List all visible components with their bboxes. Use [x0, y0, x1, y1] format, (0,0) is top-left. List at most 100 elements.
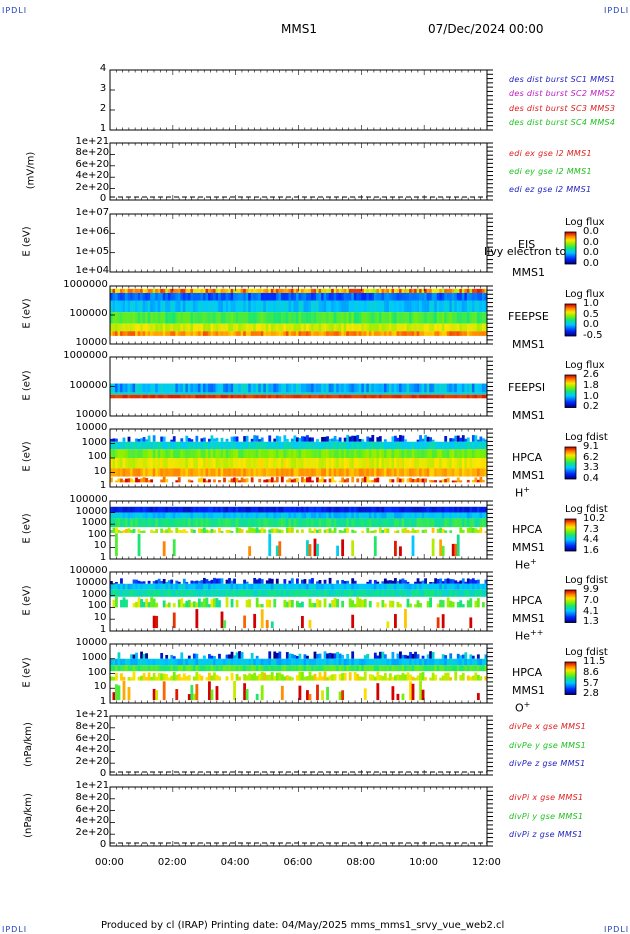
hpca_h-heatmap-cell	[230, 478, 234, 483]
hpca_o-heatmap-cell	[210, 655, 214, 659]
feepsi-heatmap-cell	[446, 383, 450, 393]
hpca_hepp-heatmap-cell	[260, 579, 264, 584]
feepse-heatmap-cell	[449, 300, 453, 313]
hpca_h-heatmap-cell	[135, 468, 138, 477]
hpca_h-heatmap-cell	[446, 449, 450, 458]
hpca_he-heatmap-cell	[424, 506, 427, 513]
hpca_h-heatmap-cell	[459, 480, 463, 483]
hpca_hepp-heatmap-cell	[424, 589, 427, 597]
hpca_o-heatmap-cell	[117, 665, 121, 672]
hpca_h-heatmap-cell	[225, 458, 229, 469]
hpca_o-heatmap-cell	[182, 658, 186, 666]
hpca_o-heatmap-cell	[243, 665, 247, 672]
feepsi-heatmap-cell	[142, 392, 146, 395]
hpca_hepp-heatmap-cell	[152, 598, 156, 608]
hpca_h-heatmap-cell	[366, 458, 370, 469]
hpca_he-heatmap-cell	[165, 512, 169, 519]
hpca_he-heatmap-cell	[205, 506, 209, 513]
hpca_he-heatmap-cell	[155, 528, 159, 533]
feepse-heatmap-cell	[313, 331, 317, 336]
feepse-heatmap-cell	[213, 331, 216, 336]
feepse-heatmap-cell	[476, 288, 480, 293]
feepse-heatmap-cell	[172, 331, 176, 336]
eis-colorbar-segment	[565, 249, 576, 251]
feepse-heatmap-cell	[361, 312, 365, 324]
hpca_h-heatmap-cell	[150, 458, 154, 469]
hpca_h-heatmap-cell	[228, 441, 231, 450]
feepse-heatmap-cell	[361, 292, 365, 301]
hpca_h-heatmap-cell	[258, 439, 262, 442]
feepsi-heatmap-cell	[162, 394, 166, 399]
hpca_o-heatmap-cell	[285, 665, 289, 672]
feepse-heatmap-cell	[238, 323, 241, 332]
hpca_he-heatmap-cell	[376, 506, 380, 513]
feepsi-heatmap-cell	[165, 392, 169, 395]
feepse-heatmap-cell	[248, 288, 252, 293]
feepsi-heatmap-cell	[117, 383, 121, 393]
hpca_h-heatmap-cell	[185, 435, 189, 442]
footer-credit: Produced by cl (IRAP) Printing date: 04/…	[101, 920, 505, 931]
hpca_he-colorbar-segment	[565, 527, 576, 529]
feepse-heatmap-cell	[180, 300, 184, 313]
feepsi-heatmap-cell	[220, 392, 224, 395]
hpca_he-heatmap-cell	[451, 512, 455, 519]
feepse-heatmap-cell	[338, 292, 342, 301]
hpca_o-heatmap-cell	[311, 665, 314, 672]
hpca_hepp-heatmap-cell	[150, 589, 154, 597]
hpca_h-heatmap-cell	[371, 449, 375, 458]
hpca_h-heatmap-cell	[368, 458, 372, 469]
hpca_h-heatmap-cell	[283, 441, 287, 450]
hpca_hepp-heatmap-cell	[431, 581, 435, 584]
feepsi-heatmap-cell	[383, 392, 387, 395]
feepse-heatmap-cell	[220, 292, 224, 301]
hpca_he-heatmap-cell	[313, 538, 317, 557]
hpca_h-heatmap-cell	[303, 441, 307, 450]
feepsi-heatmap-cell	[449, 394, 453, 399]
hpca_h-heatmap-cell	[353, 441, 357, 450]
hpca_hepp-heatmap-cell	[112, 589, 116, 597]
hpca_h-heatmap-cell	[446, 468, 450, 477]
hpca_h-heatmap-cell	[215, 437, 219, 442]
feepsi-colorbar-segment	[565, 382, 576, 384]
hpca_hepp-heatmap-cell	[414, 581, 417, 584]
feepse-heatmap-cell	[205, 288, 209, 293]
feepsi-heatmap-cell	[258, 392, 262, 395]
feepse-heatmap-cell	[298, 288, 302, 293]
hpca_he-heatmap-cell	[348, 518, 352, 528]
hpca_he-colorbar-segment	[565, 531, 576, 533]
hpca_he-heatmap-cell	[190, 512, 194, 519]
feepse-heatmap-cell	[142, 292, 146, 301]
hpca_hepp-heatmap-cell	[399, 583, 402, 590]
hpca_hepp-heatmap-cell	[404, 608, 407, 629]
hpca_h-heatmap-cell	[187, 441, 191, 450]
hpca_h-heatmap-cell	[383, 449, 387, 458]
hpca_h-heatmap-cell	[363, 476, 367, 483]
hpca_he-heatmap-cell	[202, 512, 206, 519]
hpca_o-heatmap-cell	[218, 658, 221, 666]
hpca_h-heatmap-cell	[481, 449, 485, 458]
feepsi-heatmap-cell	[177, 392, 181, 395]
hpca_he-heatmap-cell	[117, 506, 121, 513]
hpca_hepp-heatmap-cell	[396, 580, 400, 584]
hpca_o-heatmap-cell	[318, 665, 322, 672]
hpca_he-heatmap-cell	[228, 529, 231, 533]
hpca_h-heatmap-cell	[321, 458, 324, 469]
hpca_o-heatmap-cell	[228, 665, 231, 672]
hpca_h-heatmap-cell	[434, 449, 438, 458]
hpca_o-heatmap-cell	[328, 658, 332, 666]
feepse-heatmap-cell	[145, 292, 148, 301]
feepse-heatmap-cell	[368, 288, 372, 293]
hpca_h-heatmap-cell	[439, 480, 443, 483]
hpca_h-heatmap-cell	[416, 449, 420, 458]
hpca_h-heatmap-cell	[288, 441, 292, 450]
hpca_o-heatmap-cell	[122, 665, 126, 672]
hpca_o-heatmap-cell	[162, 658, 166, 666]
feepsi-heatmap-cell	[197, 392, 201, 395]
feepse-heatmap-cell	[301, 288, 304, 293]
hpca_hepp-heatmap-cell	[137, 597, 141, 608]
feepse-heatmap-cell	[409, 292, 412, 301]
feepse-heatmap-cell	[228, 292, 231, 301]
hpca_hepp-heatmap-cell	[301, 579, 304, 584]
feepse-heatmap-cell	[190, 292, 194, 301]
feepse-heatmap-cell	[459, 323, 463, 332]
